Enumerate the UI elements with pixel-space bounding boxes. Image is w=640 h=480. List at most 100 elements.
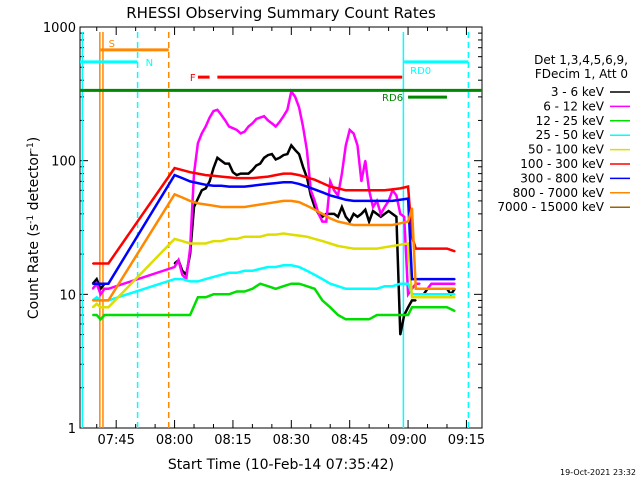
data-point: [103, 299, 106, 302]
data-point: [422, 287, 425, 290]
data-point: [103, 262, 106, 265]
data-point: [430, 282, 433, 285]
data-point: [220, 273, 223, 276]
data-point: [173, 193, 176, 196]
data-point: [329, 217, 332, 220]
data-point: [399, 213, 402, 215]
data-point: [267, 119, 269, 122]
data-point: [259, 176, 262, 179]
data-point: [235, 185, 238, 188]
data-point: [99, 262, 102, 265]
data-point: [321, 240, 324, 243]
data-point: [220, 175, 223, 178]
data-point: [282, 181, 285, 184]
data-point: [344, 287, 347, 290]
data-point: [173, 167, 176, 170]
chart-title: RHESSI Observing Summary Count Rates: [126, 4, 436, 22]
data-point: [216, 108, 219, 111]
data-point: [430, 278, 433, 280]
data-point: [290, 181, 293, 184]
x-tick-label: 08:30: [273, 433, 310, 448]
data-point: [302, 125, 304, 128]
data-point: [282, 200, 285, 202]
data-point: [278, 156, 281, 159]
data-point: [99, 282, 102, 285]
data-point: [411, 306, 413, 309]
data-point: [107, 282, 110, 285]
data-point: [376, 200, 378, 202]
data-point: [411, 296, 413, 299]
data-point: [99, 299, 102, 302]
data-point: [329, 282, 332, 285]
data-point: [212, 167, 215, 170]
data-point: [103, 287, 106, 290]
data-point: [228, 271, 230, 274]
data-point: [391, 200, 394, 202]
data-point: [243, 269, 246, 272]
data-point: [407, 314, 409, 316]
data-point: [282, 172, 285, 175]
data-point: [99, 287, 102, 290]
x-tick-label: 09:15: [448, 433, 485, 448]
data-point: [430, 296, 433, 299]
data-point: [337, 220, 339, 223]
data-point: [329, 242, 332, 245]
data-point: [411, 299, 413, 302]
data-point: [204, 125, 207, 128]
data-point: [224, 119, 227, 122]
data-point: [259, 235, 262, 238]
data-point: [91, 282, 94, 285]
data-point: [333, 213, 335, 215]
data-point: [271, 122, 273, 125]
data-point: [107, 287, 110, 290]
data-point: [232, 171, 234, 174]
data-point: [446, 306, 448, 309]
data-point: [352, 132, 355, 135]
data-point: [368, 189, 370, 192]
data-point: [414, 247, 417, 250]
data-point: [204, 242, 207, 245]
data-point: [220, 184, 223, 187]
data-point: [267, 266, 269, 268]
data-point: [197, 182, 199, 185]
data-point: [212, 276, 215, 278]
data-point: [239, 132, 242, 135]
data-point: [329, 185, 332, 188]
data-point: [395, 194, 398, 197]
data-point: [407, 185, 409, 188]
data-point: [173, 174, 176, 177]
data-point: [453, 287, 456, 290]
data-point: [306, 204, 308, 207]
data-point: [274, 174, 277, 177]
data-point: [356, 215, 359, 218]
data-point: [360, 180, 363, 183]
data-point: [360, 287, 363, 290]
data-point: [208, 116, 211, 119]
data-point: [414, 299, 417, 302]
state-bars: S N F RD0 RD6: [80, 39, 482, 104]
data-point: [298, 234, 300, 237]
data-point: [352, 247, 355, 250]
data-point: [399, 222, 402, 225]
data-point: [313, 208, 316, 211]
data-point: [376, 224, 378, 226]
data-point: [313, 273, 316, 276]
data-point: [189, 314, 192, 316]
data-point: [251, 204, 254, 207]
data-point: [274, 158, 277, 161]
data-point: [383, 224, 386, 226]
data-point: [344, 215, 347, 218]
data-point: [189, 200, 192, 202]
attenuator-lines: [81, 32, 470, 428]
data-point: [228, 162, 230, 165]
data-point: [274, 266, 277, 268]
data-point: [255, 164, 258, 167]
legend-label: 3 - 6 keV: [551, 85, 605, 99]
data-point: [306, 285, 308, 288]
data-point: [278, 121, 281, 123]
data-point: [251, 235, 254, 238]
data-point: [197, 202, 199, 205]
data-point: [181, 273, 184, 276]
data-point: [364, 159, 367, 162]
data-point: [391, 213, 394, 215]
